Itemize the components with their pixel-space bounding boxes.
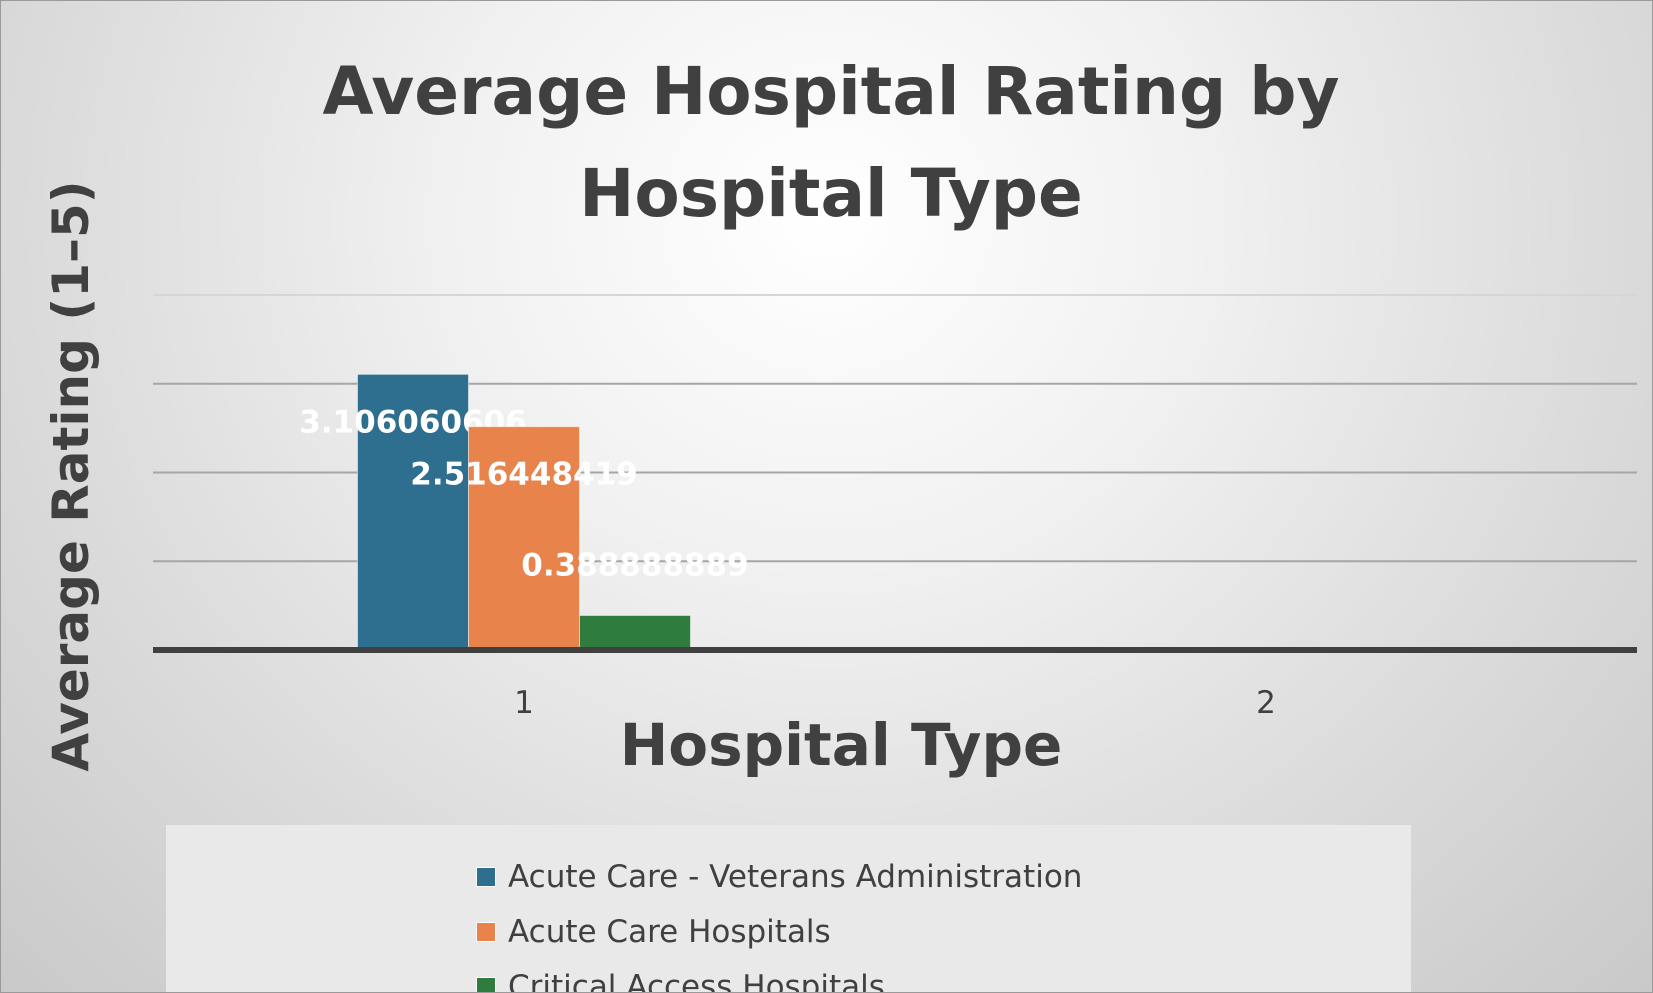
x-tick-label: 2	[1256, 685, 1276, 721]
bar	[357, 373, 469, 651]
y-axis-title: Average Rating (1–5)	[42, 180, 100, 772]
legend-label: Acute Care - Veterans Administration	[508, 859, 1083, 895]
legend-item-critical-access-hospitals: Critical Access Hospitals	[476, 962, 885, 993]
chart-title: Average Hospital Rating by Hospital Type	[322, 53, 1340, 232]
legend-item-acute-care-va: Acute Care - Veterans Administration	[476, 852, 1082, 902]
legend-swatch	[476, 867, 496, 887]
legend-label: Acute Care Hospitals	[508, 914, 831, 950]
data-label: 0.388888889	[521, 548, 748, 584]
legend-swatch	[476, 922, 496, 942]
legend: Acute Care - Veterans Administration Acu…	[166, 825, 1411, 993]
bar	[468, 426, 580, 651]
bar	[579, 614, 691, 651]
legend-label: Critical Access Hospitals	[508, 969, 885, 993]
legend-swatch	[476, 977, 496, 992]
x-axis-title: Hospital Type	[619, 711, 1063, 779]
data-label: 2.516448419	[410, 457, 637, 493]
x-tick-label: 1	[514, 685, 534, 721]
legend-item-acute-care-hospitals: Acute Care Hospitals	[476, 907, 831, 957]
